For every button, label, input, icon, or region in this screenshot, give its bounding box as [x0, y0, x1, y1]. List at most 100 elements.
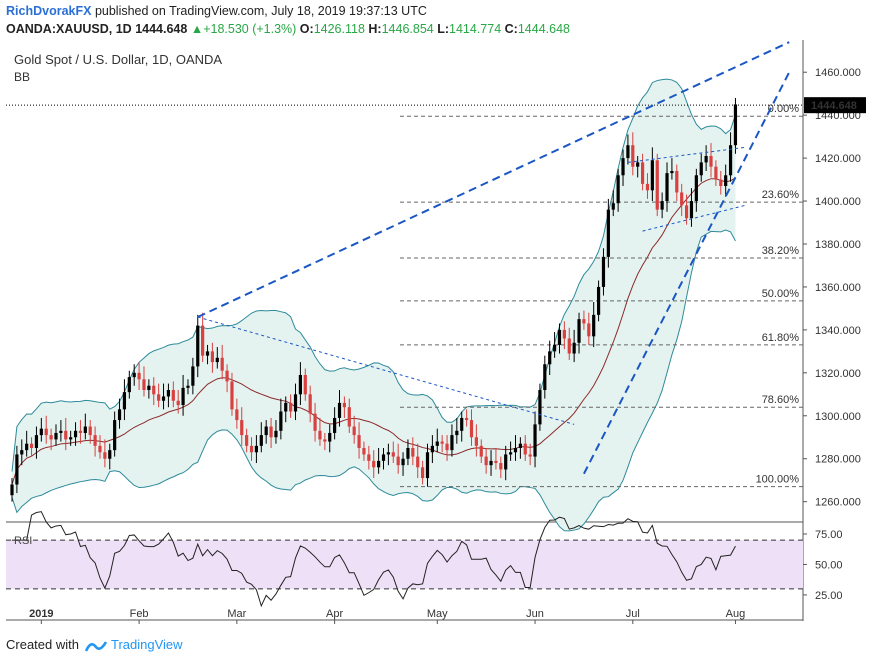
- candle-body: [719, 179, 723, 187]
- candle: [147, 379, 151, 399]
- candle: [196, 314, 200, 378]
- high-label: H:: [368, 22, 382, 36]
- candle: [337, 390, 342, 427]
- candle-body: [401, 458, 405, 466]
- candle: [733, 97, 738, 154]
- candle-body: [108, 450, 112, 459]
- candle: [157, 383, 161, 408]
- candle-body: [728, 145, 733, 176]
- candle: [220, 344, 224, 380]
- candle-body: [220, 357, 224, 371]
- candle-body: [64, 430, 68, 440]
- candle: [293, 383, 298, 421]
- candle-body: [44, 428, 48, 436]
- candle: [142, 366, 146, 397]
- candle-body: [709, 155, 713, 167]
- candle: [333, 407, 337, 440]
- candle-body: [25, 443, 29, 451]
- publish-info: RichDvorakFX published on TradingView.co…: [6, 4, 427, 18]
- candle: [416, 443, 420, 479]
- candle: [675, 164, 679, 202]
- candle-body: [308, 394, 312, 414]
- candle: [538, 383, 542, 431]
- candle-body: [631, 145, 635, 167]
- candle-body: [303, 374, 307, 395]
- price-tick-label: 1280.000: [815, 454, 861, 466]
- candle: [548, 340, 552, 375]
- candle: [210, 342, 215, 373]
- candle: [704, 145, 708, 171]
- candle-body: [78, 430, 83, 433]
- high-value: 1446.854: [381, 22, 434, 36]
- candle-body: [20, 450, 24, 455]
- candle: [303, 368, 307, 401]
- candle-body: [552, 344, 557, 352]
- candle: [684, 194, 689, 225]
- fib-level-label: 61.80%: [762, 332, 800, 344]
- candle: [201, 312, 205, 363]
- candle: [88, 420, 92, 444]
- indicator-label-bb[interactable]: BB: [14, 70, 31, 84]
- candle: [78, 420, 83, 444]
- candle-body: [240, 420, 244, 436]
- candle-body: [289, 402, 293, 412]
- candle: [59, 420, 63, 442]
- candle: [25, 430, 29, 457]
- candle: [660, 192, 664, 219]
- author-link[interactable]: RichDvorakFX: [6, 4, 92, 18]
- candle-body: [362, 447, 366, 455]
- candle-body: [142, 379, 146, 391]
- rsi-tick-label: 75.00: [815, 529, 843, 541]
- candle: [606, 198, 610, 268]
- candle-body: [528, 454, 532, 457]
- candle: [230, 372, 234, 416]
- open-value: 1426.118: [313, 22, 365, 36]
- tradingview-brand[interactable]: TradingView: [111, 637, 183, 652]
- candle: [518, 437, 522, 459]
- candle: [357, 422, 361, 459]
- candle: [528, 443, 532, 466]
- candle-body: [10, 484, 14, 496]
- indicator-label-rsi[interactable]: RSI: [14, 535, 33, 547]
- candle: [557, 323, 562, 354]
- candle: [49, 428, 53, 451]
- candle: [132, 364, 136, 386]
- candle-body: [274, 430, 278, 438]
- candle-body: [680, 192, 684, 206]
- candle-body: [650, 160, 654, 191]
- candle-body: [640, 162, 645, 184]
- candle-body: [694, 175, 698, 202]
- footer: Created with TradingView: [6, 637, 183, 653]
- candle: [626, 134, 630, 165]
- candle: [596, 280, 601, 322]
- candle-body: [201, 325, 205, 356]
- candle: [636, 155, 640, 178]
- candle: [249, 437, 254, 461]
- candle-body: [645, 183, 650, 191]
- candle: [245, 428, 249, 453]
- candle-body: [494, 460, 498, 464]
- candle: [352, 415, 356, 444]
- candle-body: [699, 162, 703, 176]
- candle: [469, 409, 474, 446]
- candle: [254, 435, 259, 464]
- candle-body: [333, 417, 337, 433]
- time-tick-label: Jun: [526, 608, 544, 620]
- candle-body: [411, 447, 415, 457]
- symbol-label: OANDA:XAUUSD, 1D: [6, 22, 132, 36]
- candle-body: [113, 420, 117, 451]
- candle: [450, 424, 454, 457]
- candle-body: [714, 166, 718, 180]
- chart-title: Gold Spot / U.S. Dollar, 1D, OANDA: [14, 52, 223, 67]
- candle-body: [157, 394, 161, 401]
- candle-body: [391, 452, 395, 457]
- candle-body: [675, 170, 679, 193]
- candle: [587, 312, 591, 345]
- low-label: L:: [437, 22, 450, 36]
- candle: [381, 447, 386, 470]
- candle: [34, 426, 39, 459]
- price-tick-label: 1320.000: [815, 368, 861, 380]
- candle-body: [665, 173, 669, 202]
- candle-body: [93, 435, 97, 446]
